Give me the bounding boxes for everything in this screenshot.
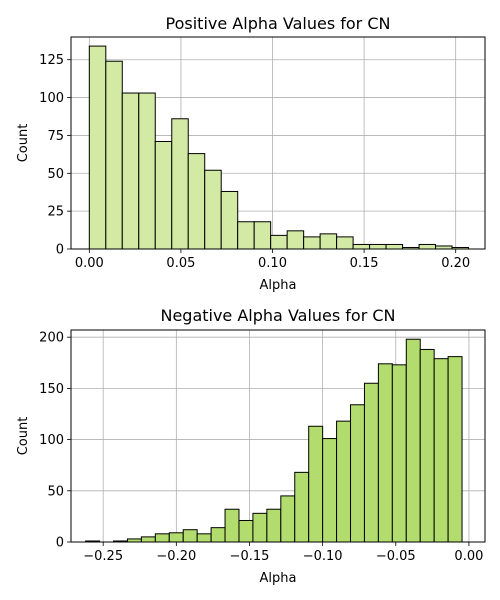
x-tick-label: 0.05 [166,256,195,271]
histogram-bar [391,364,407,543]
x-tick-label: 0.00 [75,256,104,271]
y-tick-label: 0 [56,243,64,258]
x-tick-label: 0.15 [350,256,379,271]
histogram-bar [105,60,123,250]
histogram-negative-alpha: Negative Alpha Values for CN −0.25 −0.20−… [16,306,486,586]
histogram-bar [363,382,379,543]
histogram-bar [350,404,365,543]
histogram-bar [308,425,324,543]
histogram-bar [238,519,254,543]
histogram-bar [154,140,173,250]
x-tick-label: −0.05 [376,549,416,564]
histogram-bar [280,495,296,543]
histogram-bar [419,348,435,543]
x-tick-label: −0.10 [303,549,343,564]
histogram-bar [220,190,239,250]
x-axis-label: Alpha [260,571,297,586]
y-ticks: 0 25 50 75 100 125 [39,53,71,258]
histogram-bar [237,221,255,250]
y-tick-label: 25 [47,205,64,220]
x-tick-label: −0.15 [230,549,270,564]
histogram-bar [385,243,404,250]
histogram-bar [405,338,421,543]
histogram-bar [253,221,272,250]
plot-frame [70,329,486,543]
y-tick-label: 200 [39,331,64,346]
chart-title: Positive Alpha Values for CN [166,14,391,33]
x-tick-label: 0.00 [454,549,483,564]
x-axis-label: Alpha [260,278,297,293]
histogram-bar [210,527,226,543]
bars [85,338,463,543]
y-tick-label: 150 [39,382,64,397]
histogram-bar [121,92,140,250]
y-tick-label: 125 [39,53,64,68]
histogram-bar [140,536,156,543]
y-tick-label: 75 [47,129,64,144]
histogram-bar [182,529,198,543]
histogram-bar [447,356,463,543]
x-tick-label: 0.10 [258,256,287,271]
histogram-positive-alpha: Positive Alpha Values for CN 0.00 0.05 0.1… [16,14,486,293]
x-ticks: 0.00 0.05 0.10 0.15 0.20 [75,249,470,271]
histogram-bar [252,512,268,543]
histogram-bar [196,533,212,543]
histogram-bar [418,243,437,250]
y-tick-label: 100 [39,91,64,106]
histogram-bar [369,243,387,250]
histogram-bar [168,532,184,543]
histogram-bar [377,363,393,543]
histogram-bar [286,230,305,250]
x-tick-label: 0.20 [441,256,470,271]
histogram-bar [303,236,321,250]
y-ticks: 0 50 100 150 200 [39,331,71,551]
x-ticks: −0.25 −0.20 −0.15 −0.10 −0.05 0.00 [83,542,483,564]
histogram-bar [224,508,240,543]
y-tick-label: 50 [47,484,64,499]
histogram-bar [433,358,449,543]
y-axis-label: Count [16,417,31,456]
x-tick-label: −0.25 [83,549,123,564]
histogram-bar [336,420,352,543]
histogram-bar [88,45,107,250]
x-tick-label: −0.20 [156,549,196,564]
y-axis-label: Count [16,124,31,163]
histogram-bar [187,153,206,250]
histogram-bar [319,233,338,250]
histogram-bar [138,92,156,250]
histogram-bar [294,471,310,543]
histogram-bar [322,438,338,543]
chart-title: Negative Alpha Values for CN [160,306,395,325]
histogram-bar [204,169,222,250]
y-tick-label: 50 [47,167,64,182]
histogram-bar [352,243,371,250]
histogram-bar [171,118,189,250]
plot-frame [70,36,486,250]
y-tick-label: 100 [39,433,64,448]
histogram-bar [266,508,282,543]
bars [88,45,470,250]
histogram-bar [154,533,170,543]
histogram-bar [336,236,354,250]
y-tick-label: 0 [56,536,64,551]
histogram-bar [270,234,288,250]
